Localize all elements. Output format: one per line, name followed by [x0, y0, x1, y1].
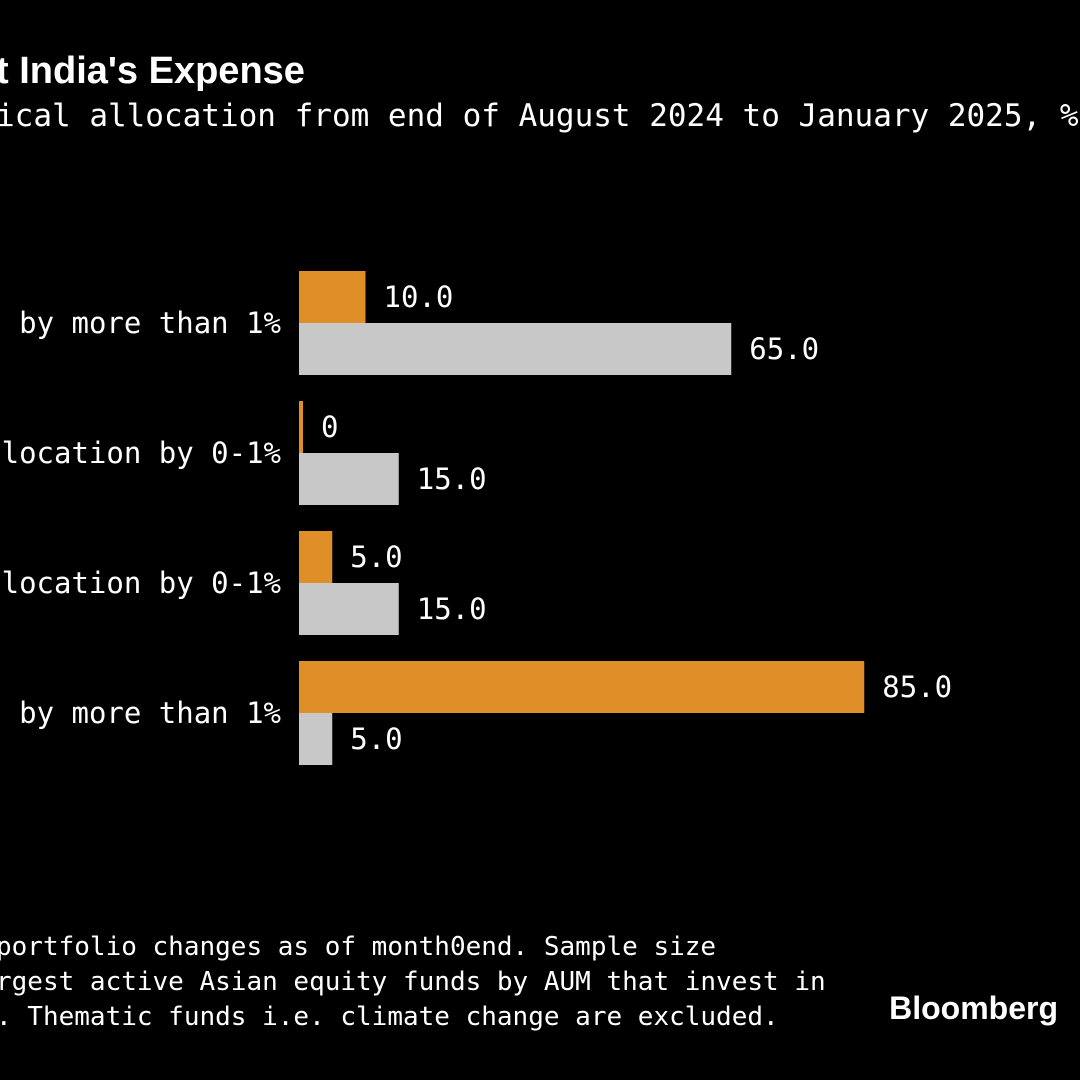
bar-value-label: 5.0: [350, 722, 402, 756]
chart-subtitle: ical allocation from end of August 2024 …: [0, 98, 1080, 134]
category-label: allocation by 0-1%: [0, 566, 281, 600]
bar-value-label: 5.0: [350, 540, 402, 574]
footnote: portfolio changes as of month0end. Sampl…: [0, 930, 826, 1035]
bar-series-2: [299, 713, 333, 765]
category-label: n by more than 1%: [0, 306, 281, 340]
bar-value-label: 65.0: [749, 332, 819, 366]
category-label: allocation by 0-1%: [0, 436, 281, 470]
category-label: n by more than 1%: [0, 696, 281, 730]
chart-title: t India's Expense: [0, 50, 305, 92]
bar-series-2: [299, 453, 399, 505]
bar-series-2: [299, 323, 732, 375]
bar-chart: n by more than 1% 10.0 65.0 allocation by 0…: [0, 271, 952, 765]
footnote-line-1: portfolio changes as of month0end. Sampl…: [0, 932, 717, 962]
footnote-line-2: rgest active Asian equity funds by AUM t…: [0, 967, 826, 997]
footnote-line-3: . Thematic funds i.e. climate change are…: [0, 1002, 779, 1032]
bar-series-1: [299, 661, 865, 713]
bar-value-label: 15.0: [417, 462, 487, 496]
bar-value-label: 0: [321, 410, 338, 444]
bar-series-2: [299, 583, 399, 635]
bar-series-1: [299, 271, 366, 323]
bar-value-label: 15.0: [417, 592, 487, 626]
bar-series-1: [299, 401, 303, 453]
bar-value-label: 85.0: [882, 670, 952, 704]
bar-series-1: [299, 531, 333, 583]
bar-value-label: 10.0: [384, 280, 454, 314]
bloomberg-logo: Bloomberg: [889, 990, 1058, 1026]
